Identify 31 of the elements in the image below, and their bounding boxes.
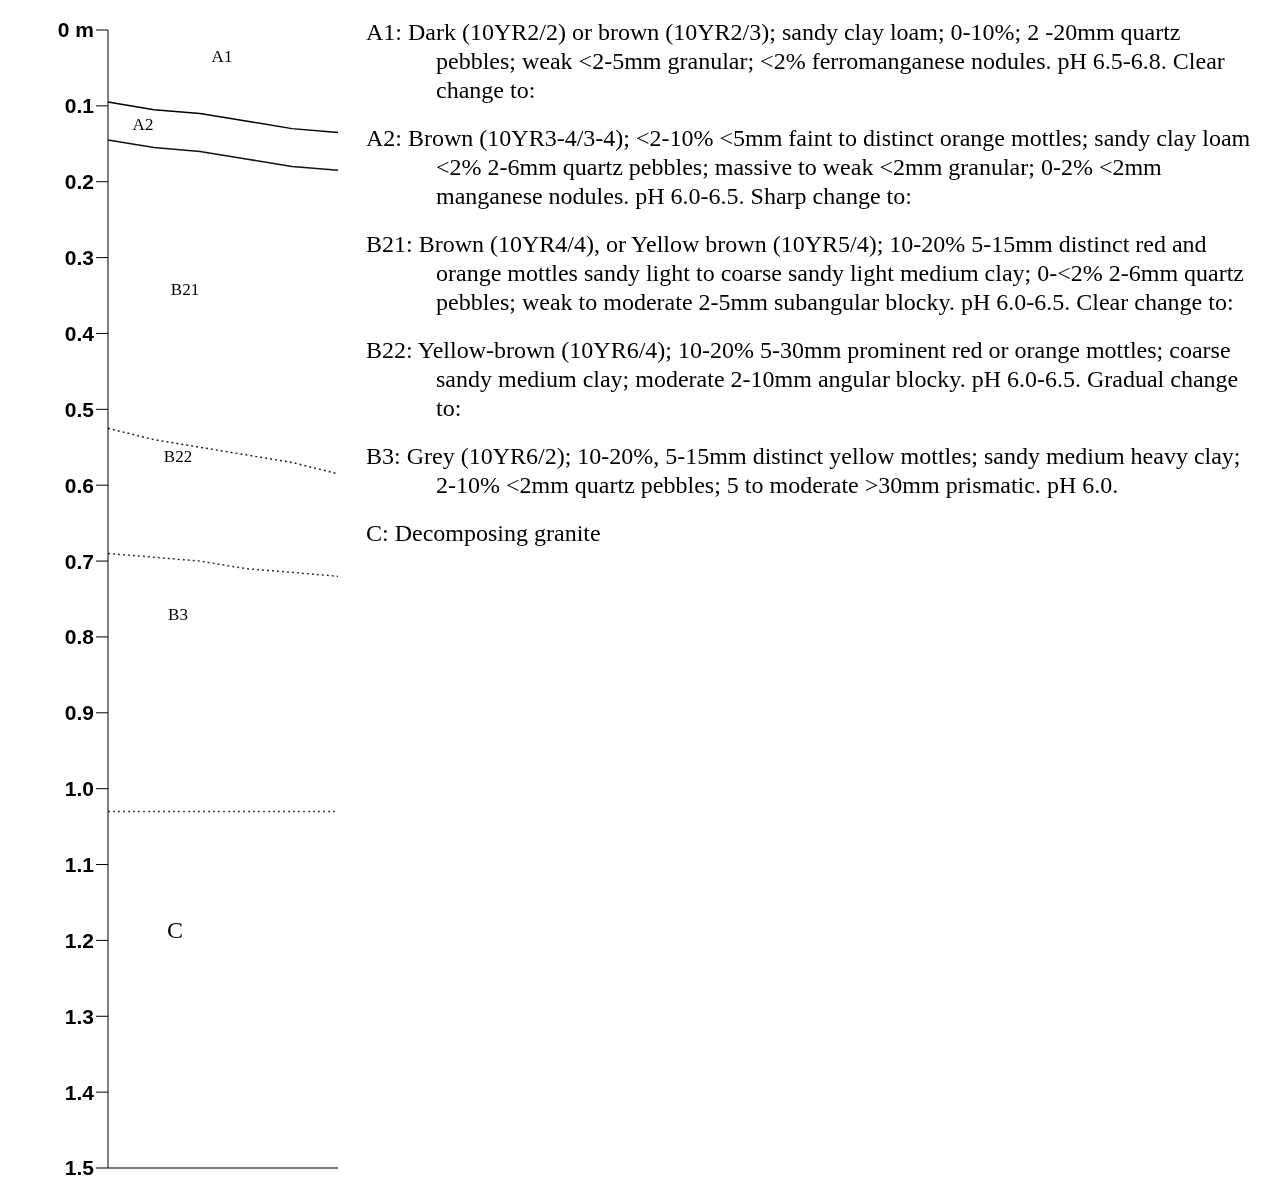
text: A1: Dark (10YR2/2) or brown (10YR2/3); sandy clay loam; 0-10%; 2 -20mm quartz pebbles; weak <2-5mm granular; <2% ferromanganese nodules. pH 6.5-6.8. Clear change to:: [366, 18, 1226, 105]
y-tick-label: 0 m: [57, 18, 94, 42]
text: B3: Grey (10YR6/2); 10-20%, 5-15mm distinct yellow mottles; sandy medium heavy clay; 2-10% <2mm quartz pebbles; 5 to moderate >30mm prismatic. pH 6.0.: [366, 442, 1242, 500]
y-tick-label: 0.9: [64, 701, 94, 725]
text: A2: Brown (10YR3-4/3-4); <2-10% <5mm faint to distinct orange mottles; sandy clay loam <2% 2-6mm quartz pebbles; massive to weak <2mm granular; 0-2% <2mm manganese nodules. pH 6.0-6.5. Sharp change to:: [366, 124, 1252, 211]
y-tick-label: 0.7: [64, 549, 94, 573]
y-tick-label: 0.8: [64, 625, 95, 649]
annotation: B3: [168, 604, 188, 626]
text: C: Decomposing granite: [366, 519, 602, 548]
annotation: A2: [132, 114, 154, 136]
line-series: [107, 552, 339, 577]
y-tick-label: 1.4: [64, 1080, 95, 1104]
y-tick-label: 1.2: [64, 928, 94, 952]
y-tick-label: 1.0: [64, 777, 94, 801]
annotation: B21: [170, 279, 200, 301]
y-tick-label: 1.1: [64, 852, 95, 876]
y-tick-label: 0.4: [64, 321, 95, 345]
annotation: C: [166, 915, 184, 945]
line-series: [107, 139, 339, 172]
y-tick-label: 0.5: [64, 397, 95, 421]
y-tick-label: 1.3: [64, 1004, 94, 1028]
annotation: B22: [163, 446, 193, 468]
text: B21: Brown (10YR4/4), or Yellow brown (10YR5/4); 10-20% 5-15mm distinct red and orange mottles sandy light to coarse sandy light medium clay; 0-<2% 2-6mm quartz pebbles; weak to moderate 2-5mm subangular blocky. pH 6.0-6.5. Clear change to:: [366, 230, 1246, 317]
y-tick-label: 1.5: [64, 1156, 95, 1180]
y-tick-label: 0.3: [64, 246, 94, 270]
text: B22: Yellow-brown (10YR6/4); 10-20% 5-30mm prominent red or orange mottles; coarse sandy medium clay; moderate 2-10mm angular blocky. pH 6.0-6.5. Gradual change to:: [366, 336, 1240, 423]
y-tick-label: 0.1: [64, 94, 95, 118]
line-series: [107, 427, 339, 475]
y-tick-label: 0.6: [64, 473, 94, 497]
annotation: A1: [211, 46, 233, 68]
y-tick-label: 0.2: [64, 170, 94, 194]
